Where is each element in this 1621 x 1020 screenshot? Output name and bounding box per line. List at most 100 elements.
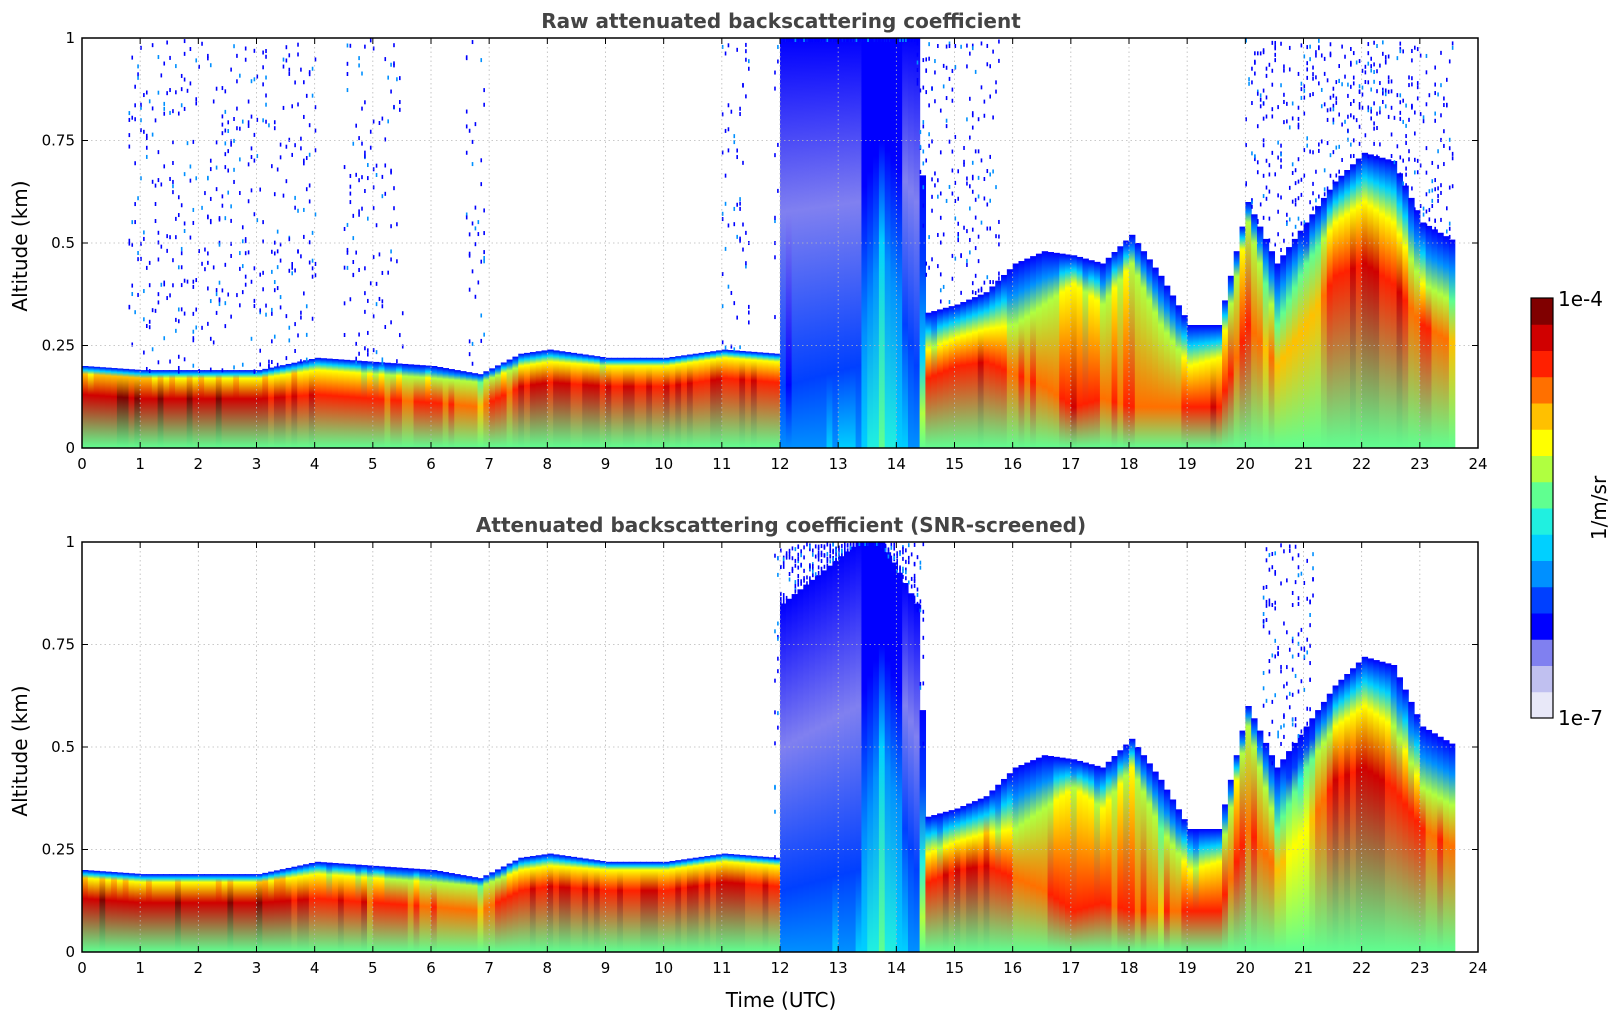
noise-speck (922, 185, 925, 190)
noise-speck (1245, 181, 1247, 186)
noise-speck (305, 187, 308, 192)
heatmap-column (570, 856, 578, 952)
noise-speck (253, 266, 256, 271)
noise-speck (1288, 125, 1291, 130)
noise-speck (183, 51, 186, 56)
noise-speck (919, 560, 922, 565)
noise-speck (1437, 186, 1439, 191)
noise-speck (250, 336, 253, 341)
noise-speck (1448, 234, 1451, 239)
noise-speck (1306, 721, 1309, 726)
noise-speck (1350, 154, 1352, 159)
noise-speck (183, 39, 186, 44)
heatmap-column (954, 304, 961, 448)
heatmap-column (791, 38, 799, 448)
noise-speck (971, 125, 974, 130)
heatmap-column (407, 364, 415, 448)
noise-speck (855, 542, 858, 546)
noise-speck (180, 251, 183, 256)
heatmap-column (448, 369, 455, 448)
heatmap-column (442, 368, 450, 448)
heatmap-column (1396, 677, 1403, 952)
noise-speck (797, 578, 800, 583)
noise-speck (311, 258, 314, 263)
noise-speck (390, 320, 392, 325)
noise-speck (480, 338, 483, 343)
noise-speck (1414, 110, 1416, 115)
noise-speck (817, 557, 820, 562)
noise-speck (128, 111, 131, 116)
noise-speck (838, 548, 840, 553)
noise-speck (1387, 89, 1390, 94)
heatmap-column (733, 854, 740, 952)
noise-speck (1291, 654, 1294, 659)
noise-speck (1320, 53, 1323, 58)
noise-speck (910, 552, 913, 557)
noise-speck (1300, 43, 1303, 48)
noise-speck (1437, 149, 1439, 154)
noise-speck (794, 583, 797, 588)
noise-speck (1315, 169, 1317, 174)
noise-speck (1280, 152, 1282, 157)
noise-speck (1309, 200, 1311, 205)
heatmap-column (308, 359, 316, 448)
noise-speck (1303, 647, 1306, 652)
noise-speck (367, 176, 369, 181)
noise-speck (1309, 149, 1311, 154)
noise-speck (131, 292, 134, 297)
noise-speck (271, 269, 273, 274)
noise-speck (276, 265, 279, 270)
heatmap-column (442, 872, 450, 952)
noise-speck (1338, 64, 1340, 69)
noise-speck (782, 593, 785, 598)
heatmap-column (419, 869, 426, 952)
noise-speck (1256, 89, 1259, 94)
heatmap-column (698, 856, 705, 952)
noise-speck (177, 265, 180, 270)
noise-speck (913, 599, 916, 604)
noise-speck (1370, 64, 1372, 69)
noise-speck (896, 568, 898, 573)
noise-speck (986, 43, 989, 48)
noise-speck (143, 350, 145, 355)
noise-speck (1434, 178, 1436, 183)
noise-speck (154, 308, 157, 313)
heatmap-column (1210, 325, 1217, 448)
colorbar-swatch (1531, 665, 1553, 693)
heatmap-column (983, 292, 990, 448)
noise-speck (367, 216, 369, 221)
noise-speck (204, 191, 206, 196)
noise-speck (221, 288, 224, 293)
noise-speck (1382, 87, 1384, 92)
noise-speck (934, 70, 936, 75)
noise-speck (483, 250, 485, 255)
noise-speck (1373, 121, 1375, 126)
noise-speck (303, 158, 305, 163)
noise-speck (1402, 158, 1404, 163)
noise-speck (951, 191, 954, 196)
heatmap-column (535, 855, 543, 952)
noise-speck (151, 308, 154, 313)
x-tick-label: 3 (252, 455, 262, 473)
noise-speck (1271, 82, 1274, 87)
heatmap-column (145, 874, 153, 952)
noise-speck (465, 124, 468, 129)
noise-speck (777, 188, 779, 193)
noise-speck (367, 352, 369, 357)
heatmap-column (1379, 661, 1386, 952)
heatmap-column (436, 871, 444, 952)
noise-speck (314, 57, 317, 62)
colorbar-swatch (1531, 350, 1553, 378)
noise-speck (468, 128, 471, 133)
noise-speck (244, 251, 247, 256)
noise-speck (782, 564, 785, 569)
noise-speck (160, 73, 163, 78)
heatmap-column (500, 362, 508, 448)
noise-speck (910, 38, 913, 42)
heatmap-column (239, 370, 246, 448)
noise-speck (483, 255, 485, 260)
noise-speck (1318, 45, 1320, 50)
noise-speck (922, 124, 925, 129)
noise-speck (1373, 40, 1375, 45)
noise-speck (829, 543, 832, 548)
